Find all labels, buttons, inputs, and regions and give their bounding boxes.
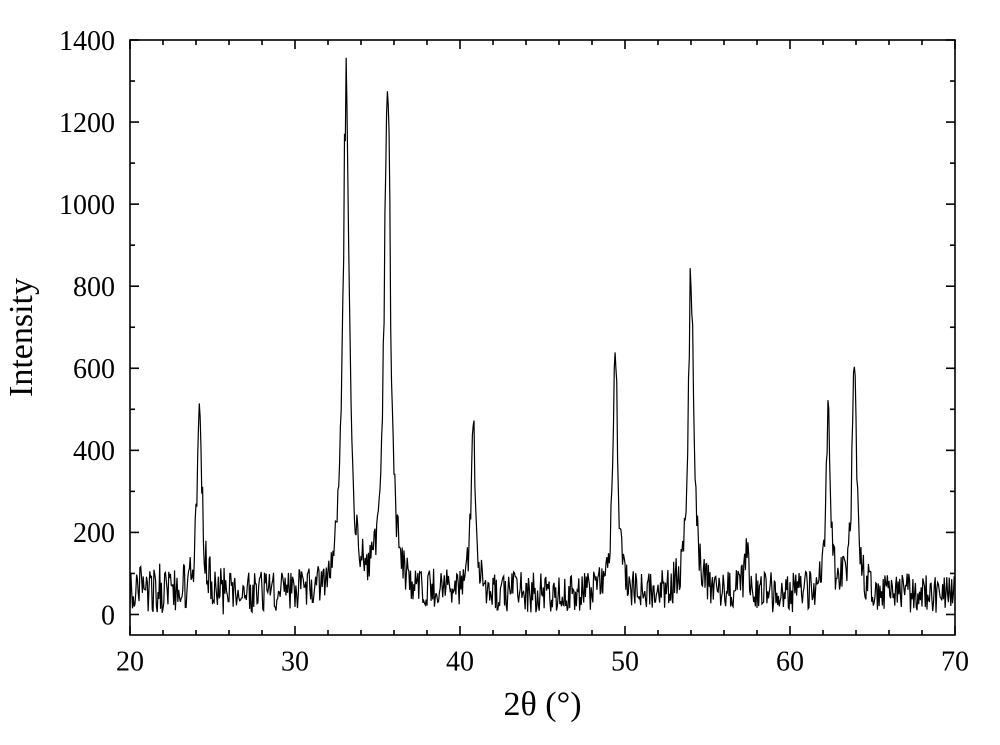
x-tick-label: 70 [941, 647, 969, 678]
y-tick-label: 1000 [59, 190, 115, 221]
x-tick-label: 40 [446, 647, 474, 678]
y-tick-label: 1200 [59, 108, 115, 139]
y-axis-label: Intensity [3, 278, 40, 397]
y-tick-label: 200 [73, 518, 115, 549]
x-tick-label: 60 [776, 647, 804, 678]
x-tick-label: 50 [611, 647, 639, 678]
y-tick-label: 0 [101, 600, 115, 631]
y-tick-label: 400 [73, 436, 115, 467]
x-axis-label: 2θ (°) [503, 686, 581, 723]
y-tick-label: 1400 [59, 26, 115, 57]
y-tick-label: 600 [73, 354, 115, 385]
x-tick-label: 20 [116, 647, 144, 678]
xrd-chart: 20 30 40 50 60 70 0 200 400 600 800 1000 1200 1400 2θ … [0, 0, 1000, 745]
chart-bg [0, 0, 1000, 745]
x-tick-label: 30 [281, 647, 309, 678]
y-tick-label: 800 [73, 272, 115, 303]
